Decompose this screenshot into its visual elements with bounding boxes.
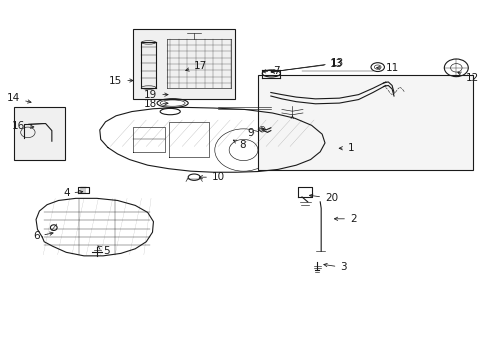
Text: 3: 3 bbox=[323, 262, 346, 273]
Text: 4: 4 bbox=[63, 188, 82, 198]
Text: 19: 19 bbox=[144, 90, 168, 100]
Text: 5: 5 bbox=[98, 246, 109, 256]
Text: 1: 1 bbox=[339, 143, 353, 153]
Bar bbox=[133, 29, 234, 99]
Text: 9: 9 bbox=[247, 129, 264, 139]
Text: 10: 10 bbox=[199, 172, 224, 182]
Text: 15: 15 bbox=[109, 76, 133, 86]
Text: 18: 18 bbox=[144, 99, 168, 109]
Text: 7: 7 bbox=[262, 66, 279, 76]
Text: 2: 2 bbox=[334, 214, 356, 224]
Text: 13: 13 bbox=[270, 58, 343, 73]
Text: 20: 20 bbox=[309, 193, 337, 203]
Text: 6: 6 bbox=[33, 231, 53, 242]
Text: 11: 11 bbox=[376, 63, 398, 73]
Text: 13: 13 bbox=[270, 59, 343, 73]
Bar bbox=[257, 75, 471, 170]
Text: 14: 14 bbox=[7, 93, 31, 103]
Text: 12: 12 bbox=[457, 72, 478, 83]
Text: 8: 8 bbox=[233, 140, 246, 150]
Text: 17: 17 bbox=[185, 62, 207, 71]
Bar bbox=[14, 107, 65, 159]
Text: 16: 16 bbox=[12, 121, 34, 131]
